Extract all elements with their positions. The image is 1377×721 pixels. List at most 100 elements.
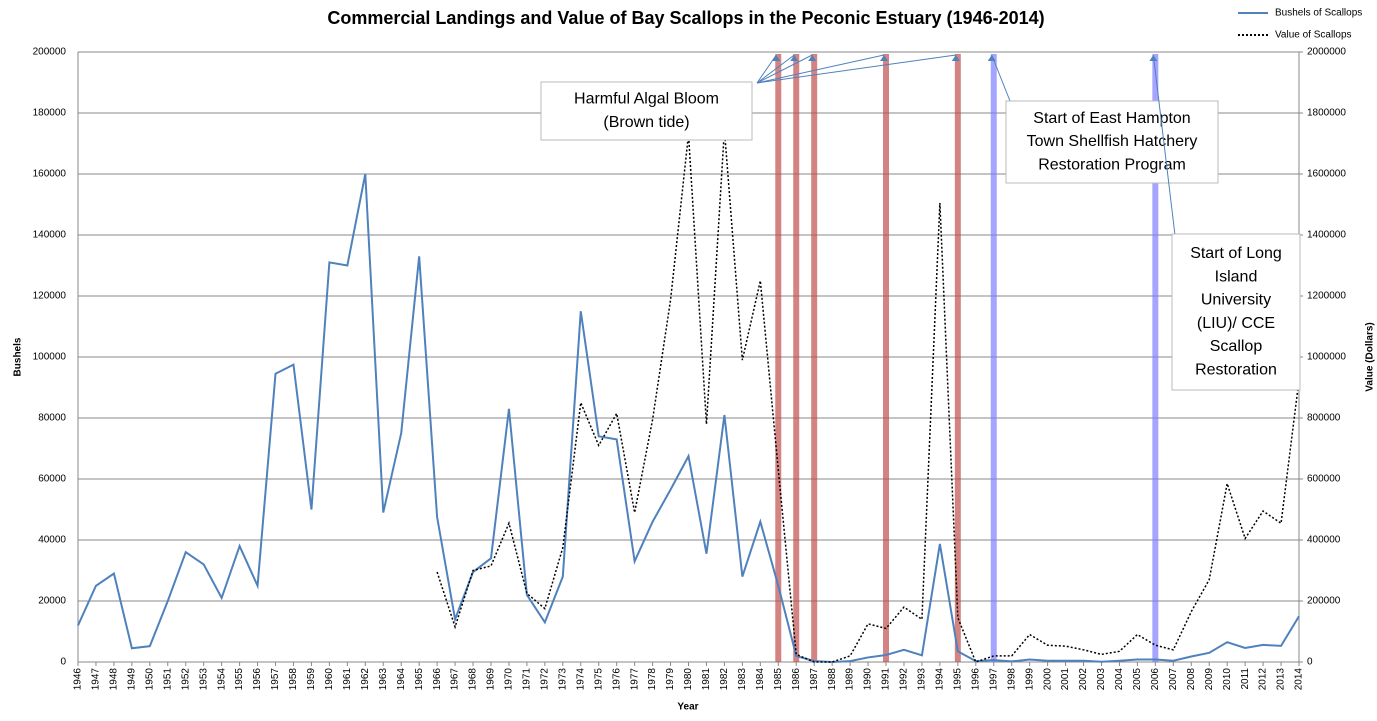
x-tick-label: 1975 xyxy=(593,668,604,691)
annotation-arrow xyxy=(756,54,813,84)
legend-label: Value of Scallops xyxy=(1275,30,1352,41)
x-tick-label: 2006 xyxy=(1150,668,1161,691)
x-tick-label: 2001 xyxy=(1060,668,1071,691)
annotation-text: Start of Long xyxy=(1190,245,1282,262)
y2-tick-label: 400000 xyxy=(1307,535,1341,546)
annotation-box xyxy=(1171,233,1301,391)
y-tick-label: 180000 xyxy=(33,108,67,119)
x-tick-label: 1994 xyxy=(935,668,946,691)
arrow-head xyxy=(1149,55,1158,61)
y-tick-label: 80000 xyxy=(38,413,66,424)
y-tick-label: 40000 xyxy=(38,535,66,546)
y-tick-label: 200000 xyxy=(33,47,67,58)
x-tick-label: 1995 xyxy=(952,668,963,691)
chart-title: Commercial Landings and Value of Bay Sca… xyxy=(327,8,1044,28)
annotation-text: University xyxy=(1201,292,1271,309)
x-tick-label: 1967 xyxy=(450,668,461,691)
x-tick-label: 1981 xyxy=(701,668,712,691)
y-tick-label: 160000 xyxy=(33,169,67,180)
x-tick-label: 1972 xyxy=(539,668,550,691)
x-tick-label: 2010 xyxy=(1222,668,1233,691)
y2-tick-label: 800000 xyxy=(1307,413,1341,424)
x-tick-label: 1971 xyxy=(522,668,533,691)
x-tick-label: 1956 xyxy=(252,668,263,691)
y-tick-label: 0 xyxy=(60,657,66,668)
annotation-text: Start of East Hampton xyxy=(1033,110,1190,127)
x-tick-label: 2009 xyxy=(1204,668,1215,691)
x-tick-label: 1947 xyxy=(91,668,102,691)
x-tick-label: 1953 xyxy=(198,668,209,691)
x-tick-label: 1970 xyxy=(504,668,515,691)
annotation-arrow xyxy=(1152,54,1176,236)
x-tick-label: 2013 xyxy=(1276,668,1287,691)
arrow-head xyxy=(987,55,996,61)
x-tick-label: 2011 xyxy=(1240,668,1251,690)
x-tick-label: 1984 xyxy=(755,668,766,691)
arrow-head xyxy=(772,55,781,61)
x-tick-label: 1993 xyxy=(917,668,928,691)
y-tick-label: 100000 xyxy=(33,352,67,363)
x-tick-label: 1950 xyxy=(144,668,155,691)
x-tick-label: 1986 xyxy=(791,668,802,691)
x-tick-label: 2000 xyxy=(1042,668,1053,691)
annotation-arrow xyxy=(756,54,777,84)
x-tick-label: 1976 xyxy=(611,668,622,691)
y2-tick-label: 1400000 xyxy=(1307,230,1346,241)
x-tick-label: 1992 xyxy=(899,668,910,691)
x-tick-label: 1983 xyxy=(737,668,748,691)
x-tick-label: 1978 xyxy=(647,668,658,691)
y2-axis-label: Value (Dollars) xyxy=(1365,322,1376,391)
x-tick-label: 2014 xyxy=(1294,668,1305,691)
annotation-arrow xyxy=(756,54,885,84)
annotation-arrow xyxy=(756,54,956,84)
x-tick-label: 1965 xyxy=(414,668,425,691)
x-tick-label: 1949 xyxy=(127,668,138,691)
arrow-head xyxy=(880,55,889,61)
x-tick-label: 1966 xyxy=(432,668,443,691)
x-tick-label: 1989 xyxy=(845,668,856,691)
annotation-text: (Brown tide) xyxy=(603,114,689,131)
annotation-text: Town Shellfish Hatchery xyxy=(1027,133,1198,150)
x-tick-label: 1985 xyxy=(773,668,784,691)
y2-tick-label: 1600000 xyxy=(1307,169,1346,180)
x-tick-label: 1963 xyxy=(378,668,389,691)
y-tick-label: 60000 xyxy=(38,474,66,485)
x-tick-label: 1962 xyxy=(360,668,371,691)
annotation-text: Restoration Program xyxy=(1038,157,1186,174)
x-tick-label: 2008 xyxy=(1186,668,1197,691)
annotation-arrow xyxy=(991,54,1011,102)
annotation-text: Harmful Algal Bloom xyxy=(574,91,719,108)
arrow-head xyxy=(951,55,960,61)
y2-tick-label: 0 xyxy=(1307,657,1313,668)
x-tick-label: 1988 xyxy=(827,668,838,691)
x-axis-label: Year xyxy=(677,702,698,713)
arrow-head xyxy=(808,55,817,61)
x-tick-label: 1973 xyxy=(557,668,568,691)
x-tick-label: 1960 xyxy=(324,668,335,691)
x-tick-label: 1969 xyxy=(486,668,497,691)
annotation-text: Restoration xyxy=(1195,361,1277,378)
x-tick-label: 1974 xyxy=(575,668,586,691)
y-axis-label: Bushels xyxy=(13,337,24,376)
y2-tick-label: 1000000 xyxy=(1307,352,1346,363)
x-tick-label: 2002 xyxy=(1078,668,1089,691)
x-tick-label: 1946 xyxy=(73,668,84,691)
y-tick-label: 20000 xyxy=(38,596,66,607)
x-tick-label: 1955 xyxy=(234,668,245,691)
y2-tick-label: 1800000 xyxy=(1307,108,1346,119)
x-tick-label: 1977 xyxy=(629,668,640,691)
y2-tick-label: 1200000 xyxy=(1307,291,1346,302)
annotation-box xyxy=(1005,100,1219,184)
x-tick-label: 1982 xyxy=(719,668,730,691)
x-tick-label: 2012 xyxy=(1258,668,1269,691)
x-tick-label: 1998 xyxy=(1006,668,1017,691)
legend-label: Bushels of Scallops xyxy=(1275,8,1362,19)
x-tick-label: 1990 xyxy=(863,668,874,691)
arrow-head xyxy=(790,55,799,61)
x-tick-label: 1959 xyxy=(306,668,317,691)
y-tick-label: 120000 xyxy=(33,291,67,302)
x-tick-label: 1948 xyxy=(109,668,120,691)
x-tick-label: 1997 xyxy=(988,668,999,691)
y-tick-label: 140000 xyxy=(33,230,67,241)
